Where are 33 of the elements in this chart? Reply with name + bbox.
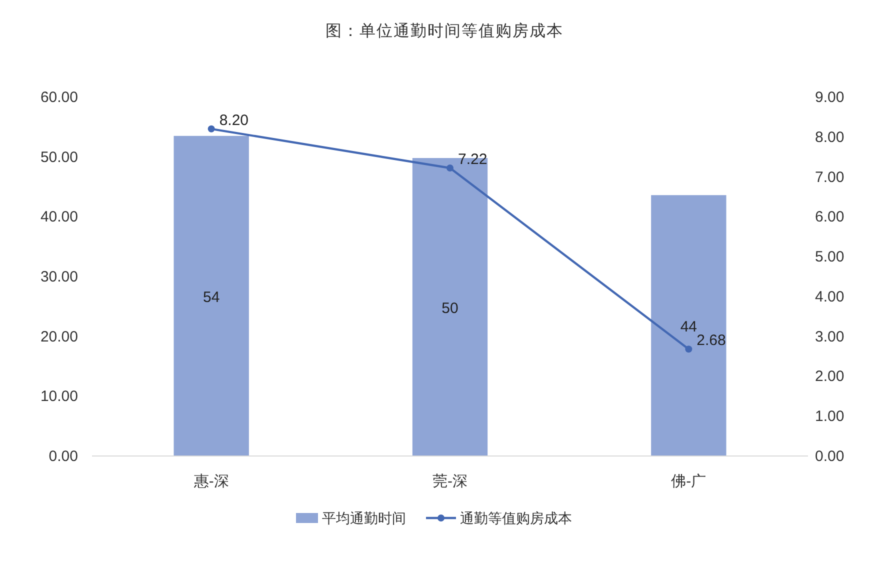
x-tick-label: 莞-深 (432, 473, 468, 490)
y2-tick-label: 1.00 (815, 408, 844, 426)
y-tick-label: 40.00 (40, 208, 78, 226)
point (685, 346, 692, 353)
data-label: 50 (442, 300, 458, 318)
y-tick-label: 0.00 (48, 448, 78, 465)
y2-tick-label: 7.00 (815, 168, 844, 186)
bar (174, 136, 249, 456)
point (208, 125, 215, 132)
y-tick-label: 10.00 (40, 388, 78, 406)
y2-tick-label: 4.00 (815, 288, 844, 306)
legend-label: 平均通勤时间 (322, 510, 406, 526)
chart-title: 图：单位通勤时间等值购房成本 (326, 22, 564, 40)
y-tick-label: 20.00 (40, 328, 78, 346)
x-tick-label: 佛-广 (671, 473, 706, 490)
data-label: 54 (202, 288, 220, 306)
y2-tick-label: 9.00 (815, 89, 844, 106)
data-label: 8.20 (219, 112, 249, 129)
y2-tick-label: 2.00 (815, 368, 844, 386)
y2-tick-label: 0.00 (815, 448, 844, 465)
legend-label: 通勤等值购房成本 (460, 510, 572, 526)
y-tick-label: 30.00 (40, 268, 78, 286)
y2-tick-label: 5.00 (815, 248, 844, 266)
point (446, 164, 454, 172)
y-tick-label: 50.00 (40, 148, 78, 166)
y2-tick-label: 3.00 (815, 328, 844, 346)
y-tick-label: 60.00 (40, 89, 78, 106)
bar (651, 195, 726, 456)
data-label: 44 (680, 318, 698, 336)
x-tick-label: 惠-深 (192, 473, 229, 490)
y2-tick-label: 8.00 (815, 128, 844, 146)
y2-tick-label: 6.00 (815, 208, 844, 226)
data-label: 2.68 (696, 332, 726, 350)
